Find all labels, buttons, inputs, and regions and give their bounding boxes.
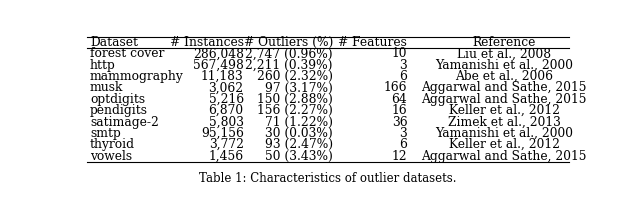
Text: Keller et al., 2012: Keller et al., 2012 [449, 104, 559, 117]
Text: 3,062: 3,062 [209, 81, 244, 95]
Text: 2,747 (0.96%): 2,747 (0.96%) [245, 47, 333, 60]
Text: 286,048: 286,048 [193, 47, 244, 60]
Text: 50 (3.43%): 50 (3.43%) [265, 150, 333, 163]
Text: Reference: Reference [472, 36, 536, 49]
Text: http: http [90, 59, 116, 72]
Text: 3,772: 3,772 [209, 138, 244, 151]
Text: optdigits: optdigits [90, 93, 145, 106]
Text: musk: musk [90, 81, 124, 95]
Text: Aggarwal and Sathe, 2015: Aggarwal and Sathe, 2015 [421, 81, 587, 95]
Text: # Instances: # Instances [170, 36, 244, 49]
Text: # Outliers (%): # Outliers (%) [244, 36, 333, 49]
Text: 1,456: 1,456 [209, 150, 244, 163]
Text: 97 (3.17%): 97 (3.17%) [265, 81, 333, 95]
Text: 95,156: 95,156 [201, 127, 244, 140]
Text: Aggarwal and Sathe, 2015: Aggarwal and Sathe, 2015 [421, 150, 587, 163]
Text: smtp: smtp [90, 127, 121, 140]
Text: 36: 36 [392, 116, 408, 128]
Text: 166: 166 [384, 81, 408, 95]
Text: 71 (1.22%): 71 (1.22%) [265, 116, 333, 128]
Text: 10: 10 [392, 47, 408, 60]
Text: 5,216: 5,216 [209, 93, 244, 106]
Text: Dataset: Dataset [90, 36, 138, 49]
Text: 5,803: 5,803 [209, 116, 244, 128]
Text: Yamanishi et al., 2000: Yamanishi et al., 2000 [435, 127, 573, 140]
Text: Aggarwal and Sathe, 2015: Aggarwal and Sathe, 2015 [421, 93, 587, 106]
Text: 150 (2.88%): 150 (2.88%) [257, 93, 333, 106]
Text: thyroid: thyroid [90, 138, 135, 151]
Text: Zimek et al., 2013: Zimek et al., 2013 [447, 116, 561, 128]
Text: Liu et al., 2008: Liu et al., 2008 [457, 47, 551, 60]
Text: 3: 3 [399, 127, 408, 140]
Text: 6,870: 6,870 [209, 104, 244, 117]
Text: 12: 12 [392, 150, 408, 163]
Text: Table 1: Characteristics of outlier datasets.: Table 1: Characteristics of outlier data… [199, 172, 457, 185]
Text: 16: 16 [392, 104, 408, 117]
Text: Yamanishi et al., 2000: Yamanishi et al., 2000 [435, 59, 573, 72]
Text: vowels: vowels [90, 150, 132, 163]
Text: 260 (2.32%): 260 (2.32%) [257, 70, 333, 83]
Text: Abe et al., 2006: Abe et al., 2006 [455, 70, 553, 83]
Text: satimage-2: satimage-2 [90, 116, 159, 128]
Text: 2,211 (0.39%): 2,211 (0.39%) [246, 59, 333, 72]
Text: 3: 3 [399, 59, 408, 72]
Text: 156 (2.27%): 156 (2.27%) [257, 104, 333, 117]
Text: 30 (0.03%): 30 (0.03%) [265, 127, 333, 140]
Text: pendigits: pendigits [90, 104, 148, 117]
Text: mammography: mammography [90, 70, 184, 83]
Text: 6: 6 [399, 70, 408, 83]
Text: 64: 64 [392, 93, 408, 106]
Text: 11,183: 11,183 [201, 70, 244, 83]
Text: 6: 6 [399, 138, 408, 151]
Text: 567,498: 567,498 [193, 59, 244, 72]
Text: 93 (2.47%): 93 (2.47%) [265, 138, 333, 151]
Text: forest cover: forest cover [90, 47, 164, 60]
Text: # Features: # Features [339, 36, 408, 49]
Text: Keller et al., 2012: Keller et al., 2012 [449, 138, 559, 151]
